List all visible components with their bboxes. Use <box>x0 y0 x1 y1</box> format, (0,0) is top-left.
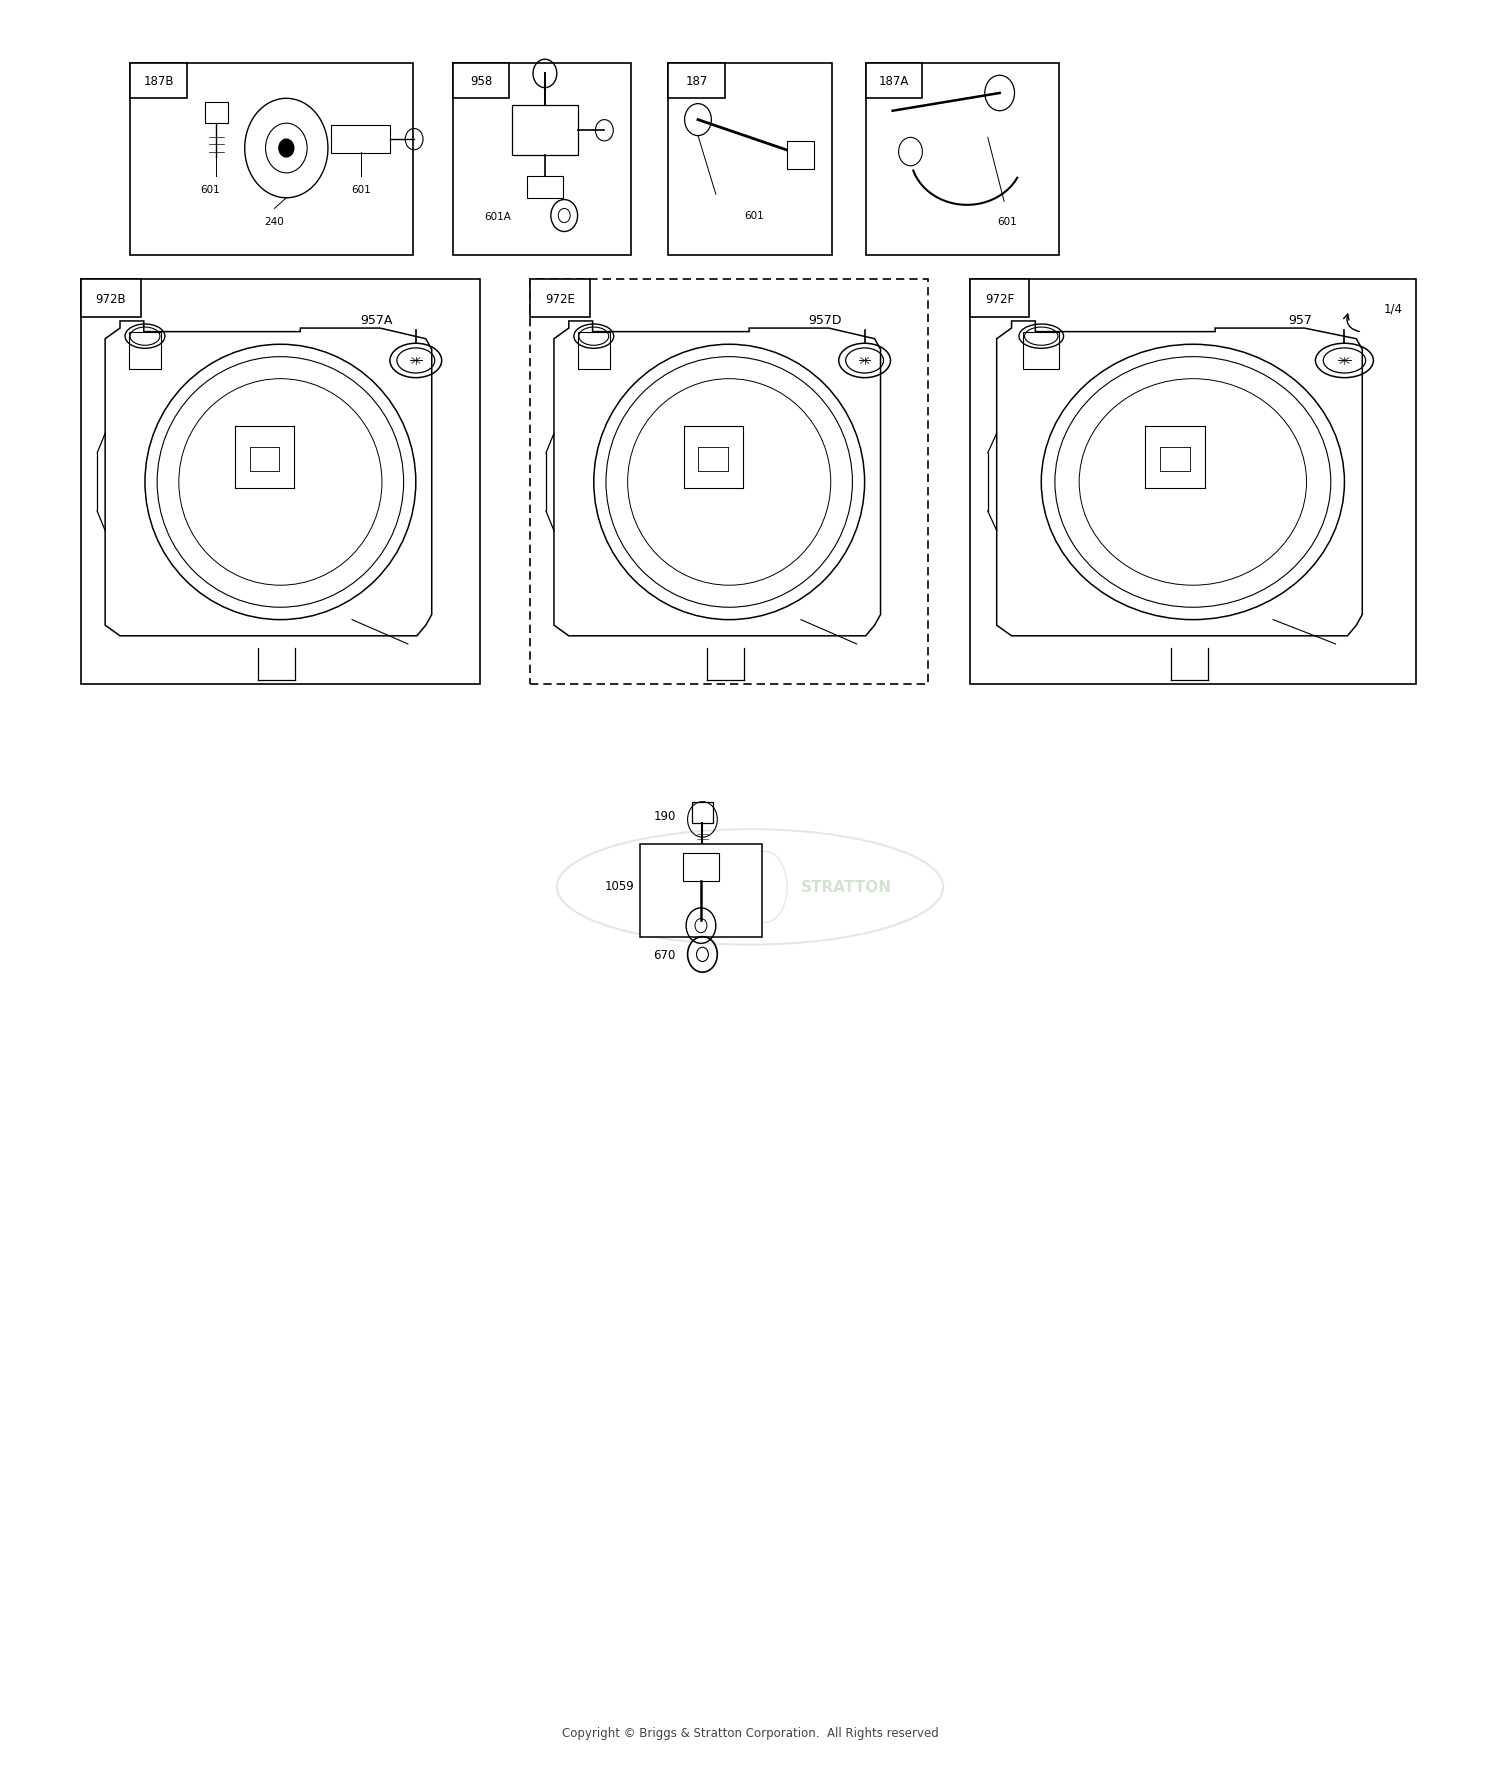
Text: 1/4: 1/4 <box>1384 302 1402 315</box>
Bar <box>332 125 390 154</box>
Text: STRATTON: STRATTON <box>801 880 892 894</box>
Text: 972E: 972E <box>544 292 574 306</box>
Text: 601: 601 <box>351 184 370 195</box>
Bar <box>81 281 141 318</box>
Text: 972F: 972F <box>986 292 1014 306</box>
Text: Copyright © Briggs & Stratton Corporation.  All Rights reserved: Copyright © Briggs & Stratton Corporatio… <box>561 1726 939 1739</box>
Bar <box>530 281 590 318</box>
Bar <box>865 64 922 98</box>
Bar <box>512 106 578 156</box>
Circle shape <box>279 140 294 157</box>
Bar <box>970 281 1029 318</box>
Bar <box>1023 333 1059 369</box>
Text: 601: 601 <box>201 184 220 195</box>
Text: 958: 958 <box>470 75 492 88</box>
Bar <box>640 844 762 937</box>
Bar <box>130 64 188 98</box>
Text: 972B: 972B <box>96 292 126 306</box>
Bar <box>526 177 562 199</box>
Bar <box>129 333 160 369</box>
Bar <box>682 853 718 882</box>
Text: 957A: 957A <box>360 315 392 327</box>
Text: 670: 670 <box>654 948 675 961</box>
Text: 601: 601 <box>998 216 1017 227</box>
Text: BRIGGS: BRIGGS <box>651 880 716 894</box>
Text: 957: 957 <box>1288 315 1312 327</box>
Bar <box>865 64 1059 256</box>
Bar <box>130 64 413 256</box>
Bar <box>578 333 609 369</box>
Text: 240: 240 <box>264 216 285 227</box>
Text: 957D: 957D <box>808 315 842 327</box>
Bar <box>669 64 724 98</box>
Text: 601: 601 <box>744 211 765 222</box>
Text: 1059: 1059 <box>604 880 634 893</box>
Bar <box>530 281 928 685</box>
Bar <box>204 102 228 123</box>
Bar <box>788 141 814 170</box>
Text: 187A: 187A <box>879 75 909 88</box>
Text: 190: 190 <box>654 810 675 823</box>
Text: 187: 187 <box>686 75 708 88</box>
Bar <box>453 64 509 98</box>
Bar <box>692 801 712 823</box>
Bar <box>669 64 831 256</box>
Text: 187B: 187B <box>144 75 174 88</box>
Bar <box>81 281 480 685</box>
Text: 601A: 601A <box>484 211 512 222</box>
Bar <box>970 281 1416 685</box>
Bar <box>453 64 632 256</box>
